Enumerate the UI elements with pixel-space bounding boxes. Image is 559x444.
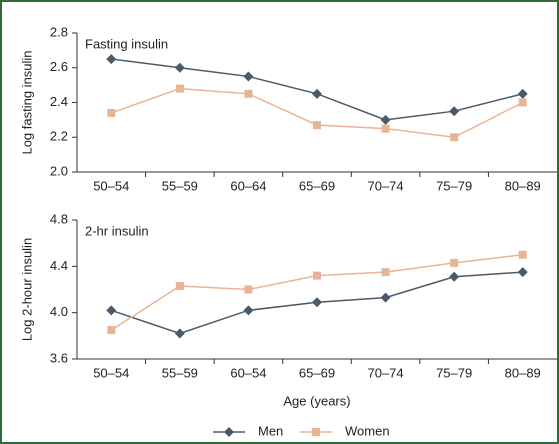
data-point xyxy=(313,271,321,280)
y-tick-label: 4.4 xyxy=(50,258,68,273)
x-tick-label: 50–54 xyxy=(93,178,129,193)
data-point xyxy=(243,305,254,316)
data-point xyxy=(106,305,117,316)
legend-marker xyxy=(312,428,320,436)
data-point xyxy=(174,328,185,339)
data-point xyxy=(517,267,528,278)
data-point xyxy=(107,108,116,117)
x-tick-label: 60–64 xyxy=(230,178,266,193)
data-point xyxy=(380,292,391,303)
x-tick-label: 80–89 xyxy=(505,178,541,193)
data-point xyxy=(106,54,117,65)
data-point xyxy=(449,106,460,117)
y-tick-label: 3.6 xyxy=(50,350,68,365)
data-point xyxy=(244,285,253,294)
legend-label: Men xyxy=(258,423,283,438)
y-tick-label: 2.6 xyxy=(50,59,68,74)
x-tick-label: 55–59 xyxy=(162,178,198,193)
x-tick-label: 55–59 xyxy=(162,365,198,380)
data-point xyxy=(380,114,391,125)
x-tick-label: 65–69 xyxy=(299,365,335,380)
data-point xyxy=(381,124,390,133)
x-tick-label: 60–54 xyxy=(230,365,266,380)
data-point xyxy=(449,271,460,282)
data-point xyxy=(174,62,185,73)
y-axis-title: Log 2-hour insulin xyxy=(19,238,34,341)
y-tick-label: 2.8 xyxy=(50,24,68,39)
x-tick-label: 65–69 xyxy=(299,178,335,193)
series-line xyxy=(110,254,523,331)
annotation: 2-hr insulin xyxy=(85,223,149,238)
data-point xyxy=(450,133,459,142)
x-tick-label: 50–54 xyxy=(93,365,129,380)
y-tick-label: 4.0 xyxy=(50,304,68,319)
data-point xyxy=(175,84,184,93)
y-tick-label: 2.0 xyxy=(50,163,68,178)
data-point xyxy=(313,121,321,130)
y-tick-label: 4.8 xyxy=(50,211,68,226)
y-tick-label: 2.2 xyxy=(50,129,68,144)
y-tick-label: 2.4 xyxy=(50,94,68,109)
x-tick-label: 75–79 xyxy=(436,365,472,380)
legend-label: Women xyxy=(345,423,390,438)
legend-marker xyxy=(224,427,234,437)
data-point xyxy=(517,88,528,99)
data-point xyxy=(243,71,254,82)
x-tick-label: 75–79 xyxy=(436,178,472,193)
data-point xyxy=(312,88,322,99)
data-point xyxy=(518,98,527,107)
data-point xyxy=(107,326,116,335)
data-point xyxy=(450,258,459,267)
x-tick-label: 70–74 xyxy=(367,365,403,380)
data-point xyxy=(312,297,322,308)
data-point xyxy=(175,282,184,291)
annotation: Fasting insulin xyxy=(85,36,168,51)
y-axis-title: Log fasting insulin xyxy=(19,50,34,154)
data-point xyxy=(518,250,527,259)
data-point xyxy=(244,89,253,98)
data-point xyxy=(381,268,390,277)
x-tick-label: 70–74 xyxy=(367,178,403,193)
x-tick-label: 80–89 xyxy=(505,365,541,380)
x-axis-title: Age (years) xyxy=(283,393,350,408)
